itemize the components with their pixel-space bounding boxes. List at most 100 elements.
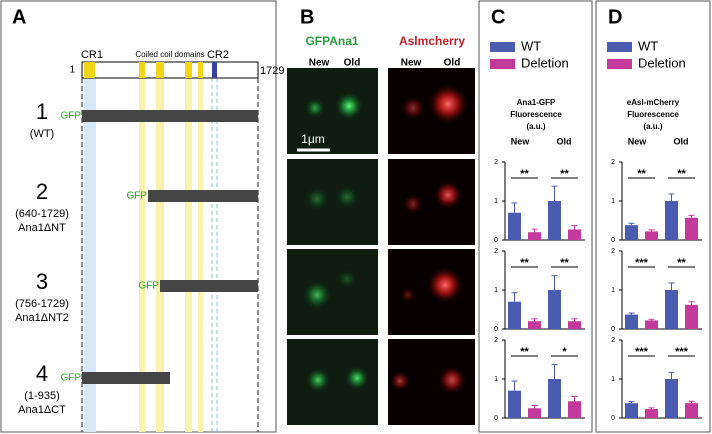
bar bbox=[685, 304, 698, 329]
protein-bar bbox=[81, 61, 259, 79]
column-label: Old bbox=[344, 58, 361, 69]
error-bar bbox=[648, 318, 655, 321]
gfp-tag: GFP bbox=[60, 373, 81, 384]
bar bbox=[568, 229, 581, 240]
content: A 1 1729 CR1 Coiled coil domains CR2 GFP 1 (WT) G… bbox=[12, 6, 702, 432]
error-bar bbox=[531, 228, 538, 233]
error-bar bbox=[628, 401, 635, 404]
domain-end: 1729 bbox=[260, 65, 284, 77]
y-tick-label: 2 bbox=[494, 337, 498, 344]
significance-label: ** bbox=[520, 257, 529, 269]
coil-shade bbox=[185, 78, 192, 432]
construct-range: (1-935) bbox=[24, 390, 59, 402]
error-bar bbox=[668, 193, 675, 201]
column-label: New bbox=[401, 58, 422, 69]
legend-label: Deletion bbox=[638, 55, 686, 70]
error-bar bbox=[571, 225, 578, 230]
fluorescent-spot bbox=[427, 267, 463, 303]
coil-domain bbox=[139, 62, 145, 78]
column-label: New bbox=[309, 58, 330, 69]
construct-number: 2 bbox=[36, 179, 48, 204]
coil-domain bbox=[198, 62, 203, 78]
fluorescent-spot bbox=[401, 96, 425, 120]
legend-swatch bbox=[490, 42, 515, 52]
fluorescent-spot bbox=[305, 98, 325, 118]
chart-title: Ana1-GFP bbox=[517, 98, 556, 107]
legend-label: WT bbox=[638, 38, 658, 53]
bar bbox=[665, 201, 678, 240]
bar bbox=[665, 290, 678, 329]
y-tick-label: 1 bbox=[611, 287, 615, 294]
construct-range: (640-1729) bbox=[15, 208, 69, 220]
error-bar bbox=[511, 380, 518, 391]
fluorescent-spot bbox=[438, 366, 466, 394]
bar bbox=[645, 409, 658, 418]
legend-swatch bbox=[490, 59, 515, 69]
bar bbox=[528, 232, 541, 240]
y-tick-label: 0 bbox=[611, 237, 615, 244]
channel-label: Aslmcherry bbox=[399, 34, 465, 48]
y-tick-label: 2 bbox=[611, 337, 615, 344]
coil-domain bbox=[84, 62, 95, 78]
bar bbox=[548, 290, 561, 329]
significance-label: ** bbox=[520, 168, 529, 180]
bar bbox=[645, 320, 658, 329]
construct-name: Ana1ΔCT bbox=[18, 404, 66, 416]
fluorescent-spot bbox=[305, 187, 329, 211]
error-bar bbox=[531, 318, 538, 322]
error-bar bbox=[551, 185, 558, 201]
bar bbox=[685, 217, 698, 240]
coil-domain bbox=[156, 62, 164, 78]
coil-domain bbox=[185, 62, 192, 78]
construct-bar bbox=[160, 280, 258, 292]
column-label: Old bbox=[444, 58, 461, 69]
legend-label: WT bbox=[521, 38, 541, 53]
construct-bar bbox=[148, 190, 258, 202]
coil-shade bbox=[156, 78, 164, 432]
construct-number: 1 bbox=[36, 99, 48, 124]
bar bbox=[685, 403, 698, 418]
category-label: New bbox=[628, 136, 648, 146]
micrograph bbox=[287, 159, 378, 245]
bar bbox=[568, 321, 581, 329]
coil-shade bbox=[198, 78, 203, 432]
y-tick-label: 2 bbox=[494, 248, 498, 255]
cr1-shade bbox=[84, 78, 96, 432]
bar bbox=[548, 379, 561, 418]
significance-label: * bbox=[562, 346, 567, 358]
error-bar bbox=[551, 364, 558, 379]
category-label: New bbox=[511, 136, 531, 146]
domain-start: 1 bbox=[69, 65, 75, 76]
construct-range: (756-1729) bbox=[15, 298, 69, 310]
error-bar bbox=[668, 371, 675, 379]
significance-label: ** bbox=[560, 168, 569, 180]
fluorescent-spot bbox=[335, 185, 359, 209]
panel-label: C bbox=[491, 6, 505, 28]
error-bar bbox=[648, 407, 655, 410]
y-tick-label: 1 bbox=[494, 198, 498, 205]
significance-label: *** bbox=[635, 257, 649, 269]
legend-swatch bbox=[607, 59, 632, 69]
bar bbox=[568, 401, 581, 418]
fluorescent-spot bbox=[306, 368, 330, 392]
bar bbox=[625, 225, 638, 240]
legend-swatch bbox=[607, 42, 632, 52]
y-tick-label: 0 bbox=[494, 237, 498, 244]
significance-label: ** bbox=[677, 168, 686, 180]
error-bar bbox=[551, 275, 558, 290]
error-bar bbox=[628, 222, 635, 226]
construct-number: 3 bbox=[36, 269, 48, 294]
bar bbox=[528, 408, 541, 418]
panel-label: B bbox=[300, 6, 314, 28]
gfp-tag: GFP bbox=[138, 281, 159, 292]
fluorescent-spot bbox=[345, 366, 369, 390]
fluorescent-spot bbox=[403, 194, 423, 214]
y-tick-label: 2 bbox=[611, 159, 615, 166]
significance-label: *** bbox=[635, 346, 649, 358]
construct-bar bbox=[82, 372, 170, 384]
bar bbox=[665, 379, 678, 418]
y-tick-label: 2 bbox=[494, 159, 498, 166]
channel-label: GFPAna1 bbox=[305, 34, 358, 48]
bar bbox=[508, 301, 521, 329]
